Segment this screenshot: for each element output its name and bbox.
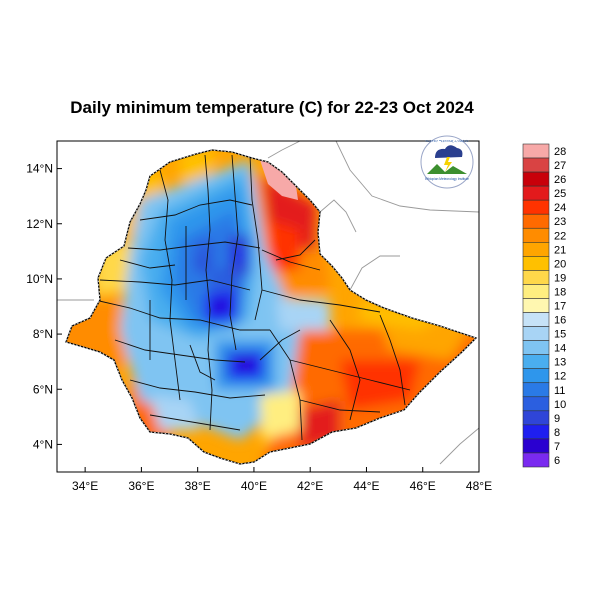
colorbar-swatch — [522, 157, 550, 173]
x-tick-label: 34°E — [72, 479, 98, 493]
colorbar-swatch — [522, 410, 550, 426]
y-tick-label: 8°N — [33, 327, 53, 341]
colorbar: 28 27 26 25 24 23 22 21 20 19 18 17 16 15 14 13 12 11 10 9 8… — [522, 143, 566, 468]
colorbar-label: 25 — [554, 188, 566, 200]
colorbar-label: 18 — [554, 286, 566, 298]
colorbar-swatch — [522, 368, 550, 384]
y-tick-label: 14°N — [26, 162, 53, 176]
colorbar-label: 22 — [554, 230, 566, 242]
x-tick-label: 42°E — [297, 479, 323, 493]
y-tick-label: 4°N — [33, 437, 53, 451]
colorbar-swatch — [522, 213, 550, 229]
x-tick-label: 48°E — [466, 479, 492, 493]
colorbar-label: 9 — [554, 413, 560, 425]
colorbar-label: 16 — [554, 315, 566, 327]
colorbar-swatch — [522, 242, 550, 257]
y-tick-label: 10°N — [26, 272, 53, 286]
colorbar-label: 19 — [554, 272, 566, 284]
x-tick-label: 38°E — [185, 479, 211, 493]
colorbar-label: 27 — [554, 160, 566, 172]
colorbar-swatch — [522, 452, 550, 468]
colorbar-swatch — [522, 354, 550, 369]
colorbar-label: 21 — [554, 244, 566, 256]
colorbar-label: 24 — [554, 202, 566, 214]
zone-coldest-core — [237, 357, 255, 371]
colorbar-swatch — [522, 227, 550, 243]
y-tick-label: 6°N — [33, 382, 53, 396]
colorbar-label: 23 — [554, 216, 566, 228]
colorbar-swatch — [522, 143, 550, 159]
logo-mountain-icon — [427, 164, 467, 174]
x-tick-label: 46°E — [410, 479, 436, 493]
colorbar-label: 11 — [554, 385, 565, 397]
agency-logo-icon: የኢትዮጵያ ሚቲዎሮሎጂ ኢንስቲትዩት Ethiopian Meteorol… — [420, 135, 474, 189]
colorbar-label: 10 — [554, 399, 566, 411]
colorbar-swatch — [522, 396, 550, 412]
map-title: Daily minimum temperature (C) for 22-23 … — [70, 98, 474, 117]
logo-lightning-icon — [444, 157, 452, 172]
x-tick-label: 36°E — [128, 479, 154, 493]
colorbar-swatch — [522, 298, 550, 313]
colorbar-swatch — [522, 185, 550, 201]
colorbar-swatch — [522, 438, 550, 454]
colorbar-label: 20 — [554, 258, 566, 270]
colorbar-label: 12 — [554, 371, 566, 383]
logo-cloud-icon — [435, 145, 463, 158]
colorbar-label: 7 — [554, 441, 560, 453]
logo-bottom-text: Ethiopian Meteorology Institute — [425, 177, 469, 181]
plot-frame — [56, 140, 480, 473]
x-tick-label: 40°E — [241, 479, 267, 493]
colorbar-swatch — [522, 340, 550, 355]
colorbar-label: 6 — [554, 455, 560, 467]
colorbar-swatch — [522, 171, 550, 187]
x-axis: 34°E 36°E 38°E 40°E 42°E 44°E 46°E 48°E — [72, 467, 492, 493]
admin-borders — [94, 154, 411, 441]
neighbor-borders — [57, 140, 480, 465]
colorbar-swatch — [522, 270, 550, 285]
logo-top-text: የኢትዮጵያ ሚቲዎሮሎጂ ኢንስቲትዩት — [425, 139, 469, 143]
colorbar-label: 13 — [554, 357, 566, 369]
colorbar-label: 26 — [554, 174, 566, 186]
colorbar-swatch — [522, 382, 550, 398]
y-axis: 4°N 6°N 8°N 10°N 12°N 14°N — [26, 162, 62, 451]
colorbar-label: 28 — [554, 146, 566, 158]
colorbar-label: 8 — [554, 427, 560, 439]
colorbar-label: 17 — [554, 301, 566, 313]
colorbar-label: 14 — [554, 343, 566, 355]
zone-danakil-hot — [260, 160, 298, 200]
x-tick-label: 44°E — [353, 479, 379, 493]
colorbar-swatch — [522, 312, 550, 327]
colorbar-swatch — [522, 424, 550, 440]
colorbar-swatch — [522, 256, 550, 271]
colorbar-swatch — [522, 326, 550, 341]
y-tick-label: 12°N — [26, 217, 53, 231]
colorbar-label: 15 — [554, 329, 566, 341]
colorbar-swatch — [522, 284, 550, 299]
colorbar-swatch — [522, 199, 550, 215]
